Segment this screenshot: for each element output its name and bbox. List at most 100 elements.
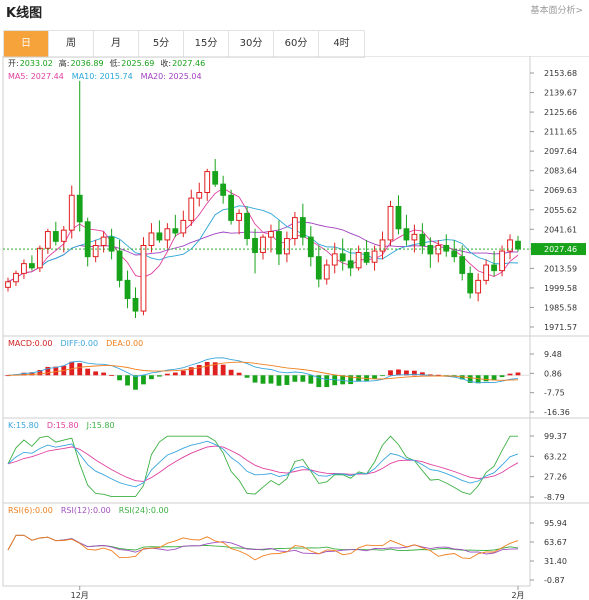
macd-bar bbox=[467, 375, 473, 383]
macd-bar bbox=[45, 366, 51, 376]
candle-body bbox=[212, 171, 219, 185]
candle-body bbox=[475, 279, 482, 294]
macd-axis-tick-label: 9.48 bbox=[544, 350, 562, 359]
macd-bar bbox=[284, 375, 290, 385]
candle-body bbox=[60, 229, 67, 242]
macd-bar bbox=[388, 370, 393, 376]
tab-15min[interactable]: 15分 bbox=[184, 31, 229, 57]
k-line bbox=[7, 440, 519, 488]
price-axis-tick-label: 2013.59 bbox=[544, 264, 577, 273]
price-axis-tick-label: 2055.62 bbox=[544, 206, 577, 215]
macd-axis-tick-label: 0.86 bbox=[544, 369, 562, 378]
last-price-label: 2027.46 bbox=[544, 245, 577, 254]
macd-bar bbox=[427, 374, 433, 376]
ohlc-value: 2036.89 bbox=[71, 59, 104, 68]
rsi6-line bbox=[7, 534, 519, 561]
candle-body bbox=[403, 228, 410, 241]
chart-header: K线图 基本面分析> bbox=[0, 0, 589, 26]
price-axis-tick-label: 2083.64 bbox=[544, 167, 577, 176]
candle-body bbox=[52, 231, 59, 242]
candle-body bbox=[36, 247, 43, 269]
candle-body bbox=[459, 256, 466, 274]
macd-bar bbox=[93, 371, 99, 376]
kdj-legend: K:15.80 bbox=[8, 421, 39, 430]
fundamental-analysis-link[interactable]: 基本面分析> bbox=[530, 6, 583, 16]
tab-4hour[interactable]: 4时 bbox=[333, 38, 350, 49]
macd-bar bbox=[85, 368, 91, 376]
macd-bar bbox=[268, 375, 274, 384]
tab-month[interactable]: 月 bbox=[94, 31, 139, 57]
macd-legend: MACD:0.00 bbox=[8, 339, 53, 348]
candle-body bbox=[148, 232, 155, 247]
macd-bar bbox=[372, 375, 377, 379]
candle-body bbox=[44, 231, 51, 249]
macd-bar bbox=[244, 375, 250, 378]
d-line bbox=[7, 445, 519, 482]
rsi-axis-tick-label: 95.94 bbox=[544, 519, 567, 528]
x-axis-label: 2月 bbox=[511, 591, 524, 600]
rsi-axis-tick-label: -0.87 bbox=[544, 576, 565, 585]
tab-60min[interactable]: 60分 bbox=[274, 31, 319, 57]
kdj-axis-tick-label: 99.37 bbox=[544, 432, 567, 441]
candle-body bbox=[164, 228, 171, 241]
candle-body bbox=[307, 236, 314, 258]
page-title: K线图 bbox=[6, 6, 43, 21]
macd-bar bbox=[412, 370, 417, 376]
macd-bar bbox=[5, 375, 11, 377]
ma-legend: MA10: 2015.74 bbox=[72, 72, 133, 81]
candle-body bbox=[371, 250, 378, 263]
macd-bar bbox=[196, 365, 202, 376]
price-axis-tick-label: 2097.64 bbox=[544, 147, 577, 156]
candle-body bbox=[379, 239, 386, 252]
candle-body bbox=[451, 250, 458, 258]
candle-body bbox=[411, 233, 418, 241]
tab-5min[interactable]: 5分 bbox=[139, 31, 184, 57]
candle-body bbox=[100, 236, 107, 247]
macd-bar bbox=[380, 375, 385, 377]
price-axis-tick-label: 2139.67 bbox=[544, 89, 577, 98]
candle-body bbox=[236, 212, 242, 221]
candle-body bbox=[499, 250, 505, 272]
candle-body bbox=[116, 250, 123, 281]
macd-bar bbox=[332, 375, 338, 386]
macd-axis-tick-label: -7.75 bbox=[544, 389, 565, 398]
candle-body bbox=[220, 183, 227, 196]
candle-body bbox=[515, 240, 521, 250]
macd-bar bbox=[300, 375, 306, 382]
candle-body bbox=[188, 197, 195, 221]
candle-body bbox=[140, 245, 147, 312]
macd-bar bbox=[252, 375, 258, 383]
candle-body bbox=[491, 264, 497, 272]
ohlc-label: 开: bbox=[8, 59, 19, 68]
candle-body bbox=[5, 281, 11, 288]
tab-30min[interactable]: 30分 bbox=[229, 31, 274, 57]
macd-bar bbox=[37, 369, 43, 376]
macd-bar bbox=[292, 375, 298, 382]
kdj-legend: J:15.80 bbox=[86, 421, 115, 430]
rsi-panel bbox=[2, 502, 531, 587]
macd-bar bbox=[172, 372, 178, 376]
price-axis-tick-label: 2153.68 bbox=[544, 69, 577, 78]
ohlc-value: 2027.46 bbox=[172, 59, 205, 68]
candle-body bbox=[76, 194, 83, 223]
tab-week[interactable]: 周 bbox=[49, 31, 94, 57]
macd-bar bbox=[29, 372, 35, 376]
ohlc-value: 2025.69 bbox=[121, 59, 154, 68]
candle-body bbox=[435, 245, 442, 255]
macd-bar bbox=[220, 364, 226, 376]
tab-day[interactable]: 日 bbox=[4, 31, 49, 57]
kdj-legend: D:15.80 bbox=[47, 421, 79, 430]
ohlc-label: 高: bbox=[59, 58, 70, 68]
candle-body bbox=[276, 231, 282, 255]
price-axis-tick-label: 1971.57 bbox=[544, 323, 577, 332]
macd-legend: DEA:0.00 bbox=[106, 339, 143, 348]
macd-bar bbox=[133, 375, 138, 390]
candle-body bbox=[427, 245, 434, 255]
candle-body bbox=[252, 238, 258, 253]
macd-bar bbox=[435, 374, 441, 376]
macd-bar bbox=[141, 375, 146, 385]
macd-bar bbox=[117, 375, 122, 381]
candle-body bbox=[347, 260, 354, 269]
dea-line bbox=[7, 361, 519, 381]
macd-bar bbox=[348, 375, 354, 385]
